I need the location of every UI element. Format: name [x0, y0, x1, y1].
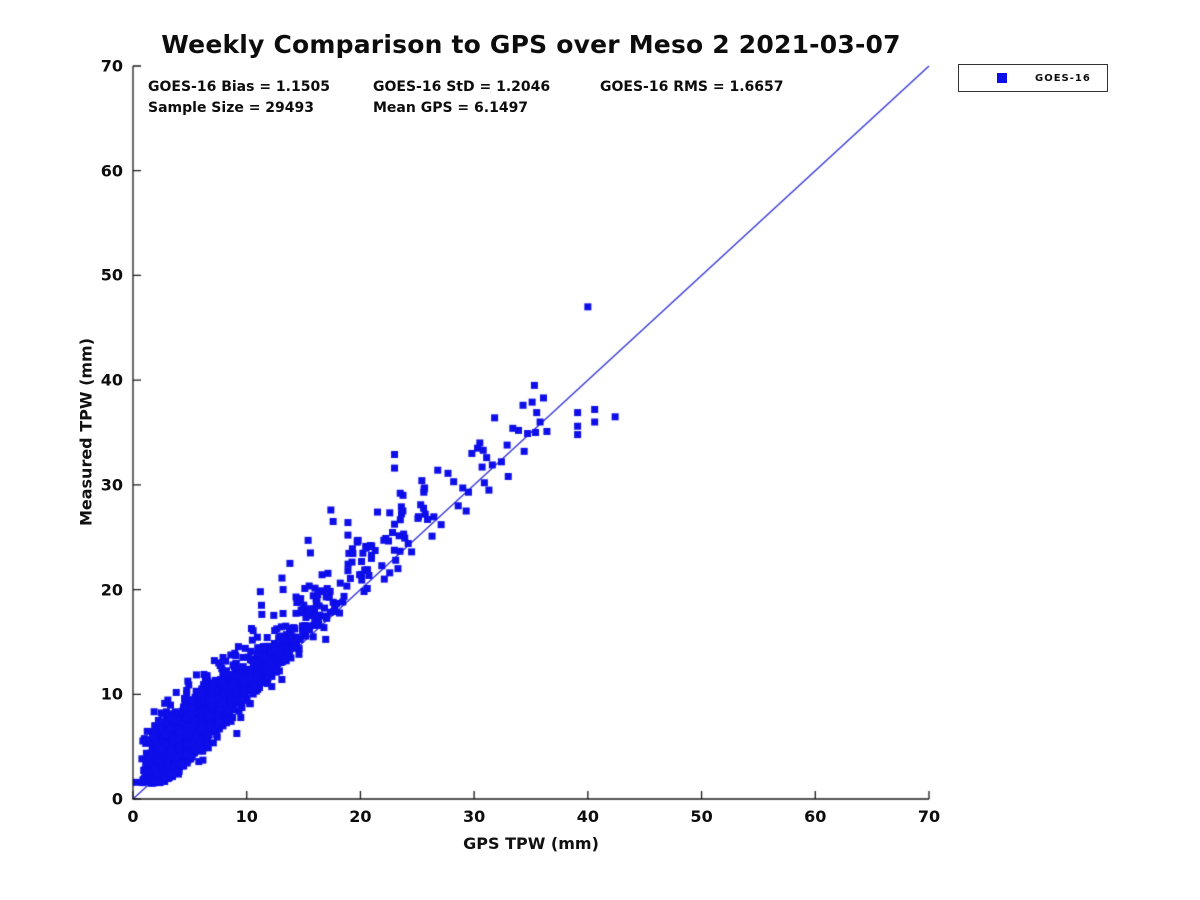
y-tick-label: 0	[111, 789, 123, 809]
stat-bias: GOES-16 Bias = 1.1505	[148, 79, 330, 95]
y-tick-label: 40	[100, 370, 123, 390]
stat-rms: GOES-16 RMS = 1.6657	[600, 79, 784, 95]
y-axis-label: Measured TPW (mm)	[76, 337, 96, 527]
y-tick-label: 30	[100, 475, 123, 495]
x-tick-label: 70	[917, 807, 941, 826]
x-tick-label: 50	[690, 807, 713, 826]
chart-title: Weekly Comparison to GPS over Meso 2 202…	[161, 30, 901, 59]
stat-std: GOES-16 StD = 1.2046	[373, 79, 551, 95]
x-tick-label: 30	[463, 807, 486, 826]
y-tick-label: 60	[100, 161, 123, 181]
y-tick-label: 50	[100, 265, 123, 285]
y-tick-label: 20	[100, 580, 123, 600]
stat-sample-size: Sample Size = 29493	[148, 100, 315, 116]
legend-marker-square-icon	[997, 73, 1007, 83]
legend-box: GOES-16	[958, 64, 1108, 92]
x-tick-label: 10	[235, 807, 258, 826]
x-tick-label: 60	[804, 807, 827, 826]
x-tick-label: 20	[349, 807, 372, 826]
x-tick-label: 40	[576, 807, 599, 826]
legend-entry-label: GOES-16	[1035, 72, 1091, 84]
x-axis-label: GPS TPW (mm)	[463, 834, 599, 853]
y-tick-label: 70	[100, 56, 123, 76]
stat-mean-gps: Mean GPS = 6.1497	[373, 100, 529, 116]
y-tick-label: 10	[100, 684, 123, 704]
x-tick-label: 0	[127, 807, 139, 826]
